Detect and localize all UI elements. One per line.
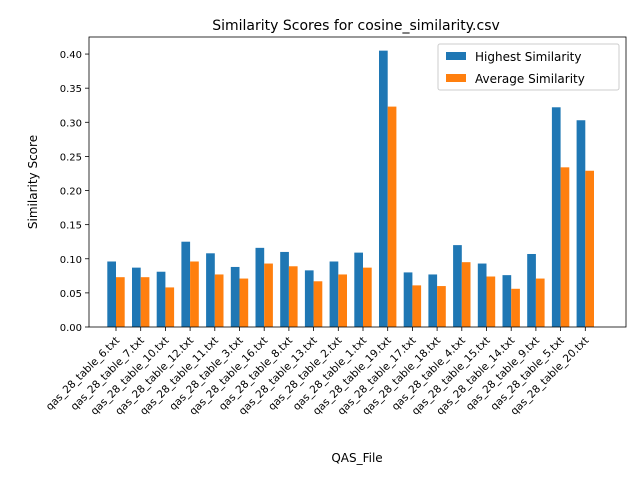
- bar-highest-similarity: [255, 247, 265, 327]
- legend-swatch: [446, 52, 466, 60]
- bar-average-similarity: [511, 288, 520, 327]
- y-tick-label: 0.00: [60, 323, 82, 334]
- bar-highest-similarity: [428, 274, 438, 327]
- bar-highest-similarity: [304, 270, 314, 327]
- bar-highest-similarity: [527, 253, 536, 327]
- bar-highest-similarity: [551, 107, 561, 328]
- bar-average-similarity: [437, 286, 446, 327]
- bar-average-similarity: [140, 277, 150, 327]
- bar-average-similarity: [486, 276, 496, 327]
- bar-average-similarity: [190, 261, 199, 327]
- bar-average-similarity: [560, 167, 570, 327]
- bars-group: [107, 50, 594, 328]
- bar-highest-similarity: [403, 272, 413, 327]
- y-axis: 0.00 0.05 0.10 0.15 0.20 0.25 0.30 0.35 0.40: [60, 50, 89, 334]
- y-tick-label: 0.05: [60, 289, 82, 300]
- bar-highest-similarity: [453, 245, 462, 327]
- bar-average-similarity: [535, 278, 545, 327]
- bar-average-similarity: [165, 287, 175, 327]
- y-axis-label: Similarity Score: [26, 135, 40, 229]
- bar-average-similarity: [214, 274, 224, 327]
- x-axis-label: QAS_File: [331, 451, 382, 465]
- legend-label: Average Similarity: [475, 72, 585, 86]
- bar-highest-similarity: [107, 261, 116, 327]
- y-tick-label: 0.35: [60, 84, 82, 95]
- bar-average-similarity: [116, 277, 125, 327]
- y-tick-label: 0.25: [60, 152, 82, 163]
- legend-box: [437, 43, 620, 91]
- bar-average-similarity: [239, 278, 249, 327]
- chart-title: Similarity Scores for cosine_similarity.…: [212, 18, 500, 34]
- y-tick-label: 0.30: [60, 118, 82, 129]
- bar-highest-similarity: [156, 271, 166, 327]
- bar-highest-similarity: [477, 263, 487, 327]
- bar-highest-similarity: [576, 120, 586, 327]
- y-tick-label: 0.15: [60, 221, 82, 232]
- bar-average-similarity: [461, 262, 471, 327]
- bar-highest-similarity: [230, 266, 240, 327]
- legend-swatch: [446, 74, 466, 82]
- plot-frame: [88, 36, 627, 328]
- bar-highest-similarity: [181, 241, 191, 327]
- bar-average-similarity: [363, 267, 372, 327]
- bar-average-similarity: [264, 263, 273, 327]
- legend: Highest Similarity Average Similarity: [437, 43, 620, 91]
- bar-average-similarity: [288, 266, 298, 327]
- x-axis: qas_28_table_6.txtqas_28_table_7.txtqas_…: [44, 327, 591, 418]
- bar-highest-similarity: [132, 267, 141, 327]
- bar-highest-similarity: [379, 50, 388, 327]
- bar-average-similarity: [585, 170, 594, 327]
- bar-average-similarity: [338, 274, 347, 327]
- bar-highest-similarity: [502, 275, 512, 327]
- y-tick-label: 0.40: [60, 50, 82, 61]
- bar-highest-similarity: [206, 253, 215, 327]
- bar-highest-similarity: [329, 261, 339, 327]
- y-tick-label: 0.10: [60, 255, 82, 266]
- y-tick-label: 0.20: [60, 187, 82, 198]
- legend-label: Highest Similarity: [475, 50, 581, 64]
- bar-average-similarity: [313, 281, 323, 327]
- bar-average-similarity: [412, 285, 422, 327]
- bar-highest-similarity: [354, 252, 363, 327]
- bar-average-similarity: [387, 106, 397, 327]
- bar-highest-similarity: [280, 251, 289, 327]
